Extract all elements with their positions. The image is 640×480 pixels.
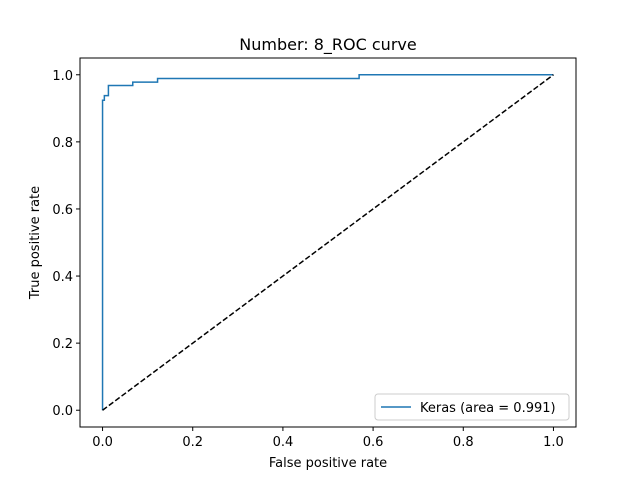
chance-diagonal-line <box>102 74 554 411</box>
x-tick-label: 0.0 <box>92 435 113 450</box>
y-tick-label: 1.0 <box>52 69 73 84</box>
y-tick-label: 0.4 <box>52 270 73 285</box>
x-tick-label: 0.2 <box>182 435 203 450</box>
legend-box <box>374 393 570 421</box>
y-tick-label: 0.6 <box>52 203 73 218</box>
x-tick-label: 0.8 <box>453 435 474 450</box>
x-axis-label: False positive rate <box>269 456 387 471</box>
plot-frame <box>79 57 577 428</box>
chart-title: Number: 8_ROC curve <box>239 35 416 55</box>
roc-curve-line <box>101 74 554 411</box>
y-tick-label: 0.8 <box>52 136 73 151</box>
x-tick-label: 0.6 <box>363 435 384 450</box>
y-tick-label: 0.2 <box>52 337 73 352</box>
legend: Keras (area = 0.991) <box>374 393 570 421</box>
y-tick-label: 0.0 <box>52 404 73 419</box>
y-axis-label: True positive rate <box>28 186 43 300</box>
x-tick-label: 1.0 <box>543 435 564 450</box>
axis-ticks: 0.0 0.2 0.4 0.6 0.8 1.0 0.0 0.2 0.4 0.6 0.8 1.0 <box>52 69 563 450</box>
x-tick-label: 0.4 <box>273 435 294 450</box>
plot-area <box>101 74 554 411</box>
legend-label: Keras (area = 0.991) <box>420 401 556 416</box>
